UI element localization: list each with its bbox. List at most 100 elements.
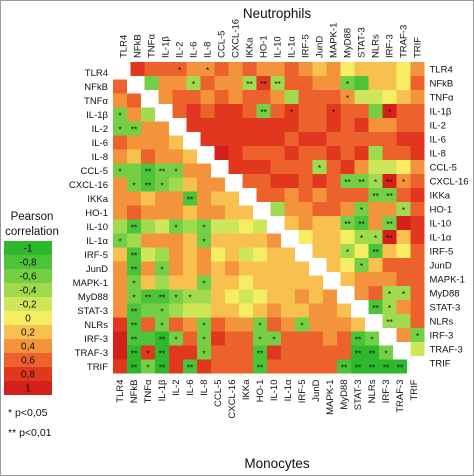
- right-gene-label: STAT-3: [430, 303, 461, 314]
- heatmap-cell-monocytes: [183, 289, 197, 304]
- heatmap-cell-neutrophils: [284, 188, 299, 202]
- heatmap-cell-neutrophils: [368, 188, 383, 202]
- heatmap-cell-neutrophils: [354, 62, 369, 76]
- neutrophils-title: Neutrophils: [243, 6, 312, 21]
- heatmap-cell-neutrophils: [410, 328, 425, 342]
- significance-mark: **: [358, 219, 365, 229]
- heatmap-cell-monocytes: [295, 289, 309, 304]
- heatmap-cell-neutrophils: [410, 216, 425, 230]
- significance-mark: *: [202, 335, 206, 345]
- heatmap-cell-neutrophils: [326, 160, 341, 174]
- heatmap-cell-neutrophils: [396, 216, 411, 230]
- heatmap-cell-neutrophils: [368, 118, 383, 132]
- heatmap-cell-neutrophils: [256, 62, 271, 76]
- heatmap-cell-neutrophils: [270, 132, 285, 146]
- heatmap-cell-neutrophils: [368, 272, 383, 286]
- left-gene-label: TRAF-3: [75, 348, 108, 359]
- legend-swatch: [4, 325, 52, 339]
- heatmap-cell-neutrophils: [382, 118, 397, 132]
- significance-mark: *: [402, 205, 406, 215]
- heatmap-cell-neutrophils: [284, 146, 299, 160]
- heatmap-cell-monocytes: [211, 359, 225, 374]
- bottom-gene-label: CXCL-16: [227, 380, 238, 419]
- bottom-gene-label: IRF-3: [381, 380, 392, 404]
- heatmap-cell-monocytes: [239, 289, 253, 304]
- left-gene-label: CXCL-16: [69, 180, 108, 191]
- heatmap-cell-monocytes: [267, 289, 281, 304]
- heatmap-cell-monocytes: [127, 191, 141, 206]
- heatmap-cell-monocytes: [351, 317, 365, 332]
- heatmap-cell-monocytes: [169, 247, 183, 262]
- heatmap-cell-monocytes: [113, 247, 127, 262]
- significance-mark: *: [290, 107, 294, 117]
- heatmap-cell-monocytes: [127, 233, 141, 248]
- right-gene-label: IL-8: [430, 149, 446, 160]
- heatmap-cell-neutrophils: [256, 174, 271, 188]
- heatmap-cell-neutrophils: [340, 104, 355, 118]
- heatmap-cell-monocytes: [323, 289, 337, 304]
- legend-value-label: -1: [24, 244, 33, 255]
- heatmap-cell-neutrophils: [396, 62, 411, 76]
- heatmap-cell-neutrophils: [354, 286, 369, 300]
- heatmap-cell-neutrophils: [340, 62, 355, 76]
- left-gene-label: MyD88: [78, 292, 108, 303]
- heatmap-cell-neutrophils: [312, 90, 327, 104]
- significance-mark: **: [369, 349, 376, 359]
- left-gene-label: IL-1β: [86, 110, 108, 121]
- left-gene-label: IKKa: [87, 194, 108, 205]
- top-gene-label: IL-8: [203, 42, 214, 58]
- significance-mark: **: [372, 191, 379, 201]
- heatmap-cell-neutrophils: [242, 160, 257, 174]
- heatmap-cell-neutrophils: [396, 118, 411, 132]
- heatmap-cell-monocytes: [141, 275, 155, 290]
- heatmap-cell-neutrophils: [326, 118, 341, 132]
- legend-swatch: [4, 353, 52, 367]
- heatmap-cell-monocytes: [253, 233, 267, 248]
- heatmap-cell-neutrophils: [256, 132, 271, 146]
- heatmap-cell-neutrophils: [284, 62, 299, 76]
- heatmap-cell-neutrophils: [158, 76, 173, 90]
- heatmap-cell-monocytes: [239, 205, 253, 220]
- heatmap-cell-monocytes: [393, 359, 407, 374]
- heatmap-cell-neutrophils: [270, 104, 285, 118]
- significance-mark: *: [402, 289, 406, 299]
- legend-value-label: 0,4: [21, 342, 35, 353]
- heatmap-cell-monocytes: [239, 345, 253, 360]
- heatmap-cell-neutrophils: [354, 174, 369, 188]
- heatmap-cell-monocytes: [225, 219, 239, 234]
- significance-mark: *: [300, 321, 304, 331]
- bottom-gene-label: MAPK-1: [325, 380, 336, 415]
- heatmap-cell-monocytes: [239, 261, 253, 276]
- bottom-gene-label: TNFα: [143, 379, 154, 403]
- heatmap-cell-monocytes: [239, 275, 253, 290]
- heatmap-cell-neutrophils: [368, 244, 383, 258]
- heatmap-cell-monocytes: [169, 359, 183, 374]
- significance-mark: **: [131, 223, 138, 233]
- right-gene-label: IL-1β: [430, 107, 452, 118]
- heatmap-cell-neutrophils: [340, 174, 355, 188]
- significance-mark: *: [388, 289, 392, 299]
- heatmap-cell-neutrophils: [396, 230, 411, 244]
- heatmap-cell-monocytes: [141, 303, 155, 318]
- heatmap-cell-monocytes: [169, 345, 183, 360]
- heatmap-cell-monocytes: [169, 233, 183, 248]
- heatmap-cell-monocytes: [211, 233, 225, 248]
- heatmap-cell-neutrophils: [396, 286, 411, 300]
- heatmap-cell-monocytes: [365, 359, 379, 374]
- right-gene-label: IL-2: [430, 121, 446, 132]
- heatmap-cell-monocytes: [113, 331, 127, 346]
- heatmap-cell-neutrophils: [186, 76, 201, 90]
- significance-mark: *: [272, 335, 276, 345]
- heatmap-cell-monocytes: [323, 331, 337, 346]
- heatmap-cell-monocytes: [281, 289, 295, 304]
- heatmap-cell-monocytes: [197, 219, 211, 234]
- heatmap-cell-neutrophils: [284, 160, 299, 174]
- heatmap-cell-neutrophils: [228, 160, 243, 174]
- right-gene-label: TLR4: [430, 65, 453, 76]
- heatmap-cell-monocytes: [309, 317, 323, 332]
- heatmap-cell-neutrophils: [354, 104, 369, 118]
- heatmap-cell-monocytes: [379, 359, 393, 374]
- heatmap-cell-neutrophils: [312, 230, 327, 244]
- heatmap-cell-neutrophils: [410, 174, 425, 188]
- heatmap-cell-neutrophils: [326, 188, 341, 202]
